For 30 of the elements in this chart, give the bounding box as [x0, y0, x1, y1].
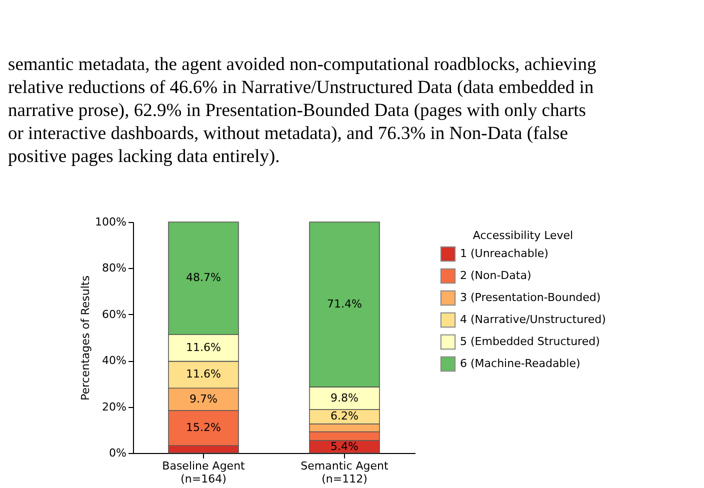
text: or interactive dashboards, without metadata), and 76.3% in Non-Data (false — [8, 124, 568, 144]
y-tick-label: 100% — [95, 216, 126, 228]
data-label: 11.6% — [186, 340, 221, 354]
x-tick-label: Semantic Agent (n=112) — [300, 460, 390, 486]
data-label: 5.4% — [330, 440, 358, 453]
data-label: 11.6% — [186, 368, 221, 381]
legend-label: 4 (Narrative/Unstructured) — [460, 313, 606, 326]
y-tick-label: 0% — [109, 446, 126, 460]
legend-label: 3 (Presentation-Bounded) — [460, 291, 601, 304]
text: narrative prose), 62.9% in Presentation-Bounded Data (pages with only charts — [8, 101, 586, 121]
y-tick-label: 80% — [102, 262, 126, 275]
data-label: 9.7% — [190, 392, 218, 406]
data-label: 9.8% — [330, 391, 358, 404]
x-tick-label: Baseline Agent (n=164) — [162, 460, 246, 486]
text: positive pages lacking data entirely). — [8, 147, 280, 167]
y-tick-label: 20% — [102, 400, 126, 414]
data-label: 15.2% — [186, 421, 221, 434]
y-axis-title: Percentages of Results — [79, 275, 92, 400]
legend-label: 6 (Machine-Readable) — [460, 357, 580, 370]
data-label: 71.4% — [327, 297, 362, 310]
y-tick-label: 60% — [102, 308, 126, 321]
legend-label: 2 (Non-Data) — [460, 269, 532, 282]
text: relative reductions of 46.6% in Narrative/Unstructured Data (data embedded in — [8, 78, 594, 98]
legend-title: Accessibility Level — [472, 229, 574, 242]
y-tick-label: 40% — [102, 354, 126, 368]
legend-label: 1 (Unreachable) — [460, 247, 548, 260]
data-label: 48.7% — [186, 271, 221, 284]
legend-label: 5 (Embedded Structured) — [460, 335, 600, 348]
text: semantic metadata, the agent avoided non-computational roadblocks, achieving — [8, 55, 596, 75]
data-label: 6.2% — [330, 410, 358, 423]
